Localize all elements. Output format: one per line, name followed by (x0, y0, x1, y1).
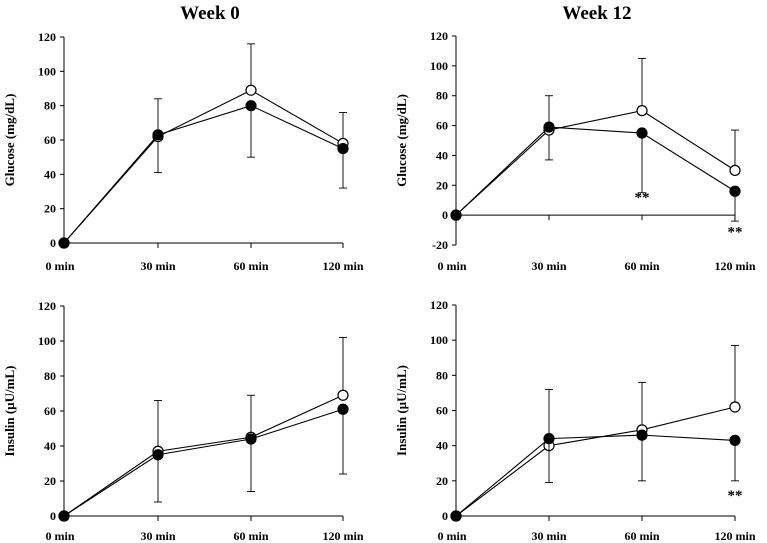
y-tick-label: 20 (436, 178, 448, 192)
filled-point (337, 142, 349, 155)
x-tick-label: 0 min (437, 529, 466, 543)
significance-marker: ** (728, 225, 743, 241)
y-tick-label: 40 (436, 439, 448, 453)
x-tick-label: 120 min (714, 529, 755, 543)
y-tick-label: 60 (436, 404, 448, 418)
y-tick-label: 80 (44, 99, 56, 113)
y-tick-label: 0 (442, 208, 448, 222)
chart-glucose-week12: -20 0 20 40 60 80 100 120 0 min 30 min 60 min 120 m… (394, 29, 756, 273)
x-tick-label: 120 min (322, 259, 363, 273)
filled-point (337, 403, 349, 415)
series-open-circles (58, 337, 349, 522)
x-tick-label: 60 min (233, 529, 268, 543)
series-open-circles (58, 43, 349, 249)
y-tick-label: 60 (44, 133, 56, 147)
series-filled-circles (450, 121, 741, 222)
y-tick-label: 80 (436, 368, 448, 382)
panels: 0 20 40 60 80 100 120 0 min 30 min 60 min 120 min G… (2, 29, 756, 543)
open-point (729, 401, 741, 413)
chart-insulin-week12: 0 20 40 60 80 100 120 0 min 30 min 60 min 120 min I… (394, 298, 756, 543)
filled-point (543, 433, 555, 445)
series-line (63, 89, 344, 244)
x-tick-label: 60 min (624, 259, 659, 273)
y-tick-label: 120 (430, 29, 448, 43)
x-tick-label: 30 min (531, 529, 566, 543)
filled-point (152, 129, 164, 141)
y-tick-label: 20 (44, 202, 56, 216)
filled-point (152, 449, 164, 461)
series-line (63, 105, 344, 244)
y-axis-title: Insulin (µU/mL) (394, 365, 409, 456)
x-tick-label: 0 min (45, 259, 74, 273)
chart-glucose-week0: 0 20 40 60 80 100 120 0 min 30 min 60 min 120 min G… (2, 30, 364, 273)
filled-point (636, 127, 648, 139)
filled-point (245, 433, 257, 445)
series-line (455, 126, 736, 216)
series-line (455, 110, 736, 216)
x-tick-label: 30 min (140, 259, 175, 273)
filled-point (729, 185, 741, 197)
y-tick-label: 120 (38, 299, 56, 313)
y-tick-label: 120 (430, 298, 448, 312)
y-tick-label: 100 (38, 334, 56, 348)
x-tick-label: 120 min (714, 259, 755, 273)
x-tick-label: 60 min (233, 259, 268, 273)
series-line (63, 394, 344, 517)
significance-marker: ** (728, 488, 743, 504)
y-axis-title: Glucose (mg/dL) (2, 94, 17, 187)
y-tick-label: 0 (442, 509, 448, 523)
series-filled-circles (58, 100, 349, 249)
x-tick-label: 0 min (45, 529, 74, 543)
y-tick-label: 40 (44, 167, 56, 181)
y-tick-label: 0 (50, 236, 56, 250)
y-tick-label: 80 (44, 369, 56, 383)
week-12-title: Week 12 (562, 3, 631, 24)
open-point (729, 164, 741, 176)
filled-point (245, 100, 257, 112)
y-tick-label: 20 (436, 474, 448, 488)
y-axis-title: Glucose (mg/dL) (394, 94, 409, 187)
week-0-title: Week 0 (180, 3, 240, 24)
open-point (636, 105, 648, 117)
x-tick-label: 30 min (531, 259, 566, 273)
series-line (455, 406, 736, 517)
y-tick-label: 60 (44, 404, 56, 418)
series-open-circles (450, 344, 741, 522)
x-tick-label: 60 min (624, 529, 659, 543)
series-filled-circles (450, 429, 741, 522)
filled-point (636, 429, 648, 441)
open-point (245, 84, 257, 96)
chart-insulin-week0: 0 20 40 60 80 100 120 0 min 30 min 60 min 120 min I… (2, 299, 364, 543)
y-tick-label: 60 (436, 119, 448, 133)
y-tick-label: 0 (50, 509, 56, 523)
y-tick-label: 40 (436, 148, 448, 162)
y-tick-label: -20 (432, 238, 448, 252)
x-tick-label: 0 min (437, 259, 466, 273)
filled-point (450, 510, 462, 522)
open-point (337, 389, 349, 401)
filled-point (58, 237, 70, 249)
y-tick-label: 120 (38, 30, 56, 44)
filled-point (543, 121, 555, 133)
y-axis-title: Insulin (µU/mL) (2, 366, 17, 457)
series-open-circles (450, 57, 741, 221)
significance-marker: ** (635, 190, 650, 206)
x-tick-label: 30 min (140, 529, 175, 543)
x-tick-label: 120 min (322, 529, 363, 543)
y-tick-label: 20 (44, 474, 56, 488)
y-tick-label: 100 (430, 59, 448, 73)
series-line (455, 434, 736, 517)
series-line (63, 408, 344, 517)
y-tick-label: 100 (430, 333, 448, 347)
filled-point (58, 510, 70, 522)
y-tick-label: 100 (38, 64, 56, 78)
series-filled-circles (58, 403, 349, 522)
filled-point (729, 434, 741, 446)
y-tick-label: 80 (436, 89, 448, 103)
y-tick-label: 40 (44, 439, 56, 453)
filled-point (450, 209, 462, 221)
